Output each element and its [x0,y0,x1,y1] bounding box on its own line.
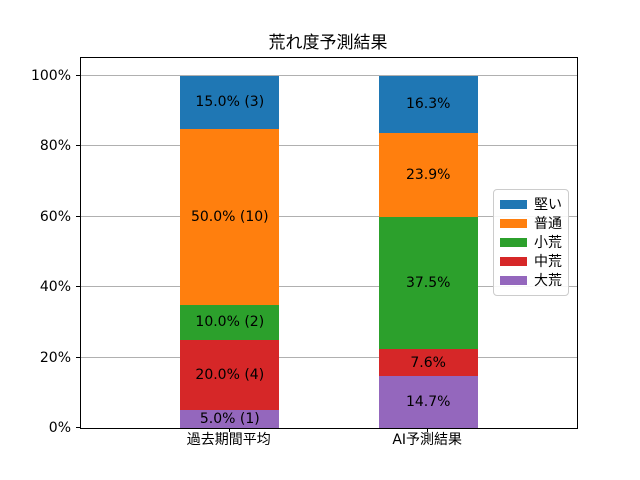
legend-label: 中荒 [534,253,562,270]
bar-segment: 5.0% (1) [180,410,280,428]
legend-item: 堅い [500,195,562,214]
bar-segment: 15.0% (3) [180,75,280,129]
legend-swatch-icon [500,238,527,247]
legend-label: 大荒 [534,272,562,289]
bar-segment-label: 20.0% (4) [195,367,265,384]
legend-label: 小荒 [534,234,562,251]
x-tick-label: AI予測結果 [392,432,463,448]
legend-item: 中荒 [500,252,562,271]
bar-segment: 20.0% (4) [180,339,280,411]
stacked-bar: 5.0% (1) 20.0% (4) 10.0% (2) 50.0% (10) 15.0… [180,75,280,428]
legend-item: 普通 [500,214,562,233]
legend-label: 堅い [534,196,562,213]
bar-segment: 16.3% [378,75,478,134]
gridline [81,215,577,217]
bar-segment-label: 7.6% [410,354,446,371]
bar-segment-label: 37.5% [405,275,451,292]
legend-swatch-icon [500,257,527,266]
bar-segment: 10.0% (2) [180,304,280,340]
bar-segment-label: 16.3% [405,96,451,113]
bar-segment-label: 23.9% [405,167,451,184]
gridline [81,145,577,147]
legend-swatch-icon [500,200,527,209]
y-tick-mark [76,74,80,76]
bar-segment: 7.6% [378,349,478,377]
y-tick-mark [76,145,80,147]
bar-segment-label: 50.0% (10) [190,208,269,225]
y-tick-mark [76,215,80,217]
legend-item: 大荒 [500,271,562,290]
stacked-bar: 14.7% 7.6% 37.5% 23.9% 16.3% [378,75,478,428]
x-tick-mark [228,428,230,432]
plot-area: 5.0% (1) 20.0% (4) 10.0% (2) 50.0% (10) 15.0… [80,57,578,429]
y-tick-label: 60% [39,208,71,225]
legend-swatch-icon [500,276,527,285]
y-tick-label: 100% [30,67,71,84]
y-tick-label: 20% [39,349,71,366]
bar-segment: 23.9% [378,133,478,218]
x-tick-label: 過去期間平均 [186,432,271,448]
bar-segment-label: 14.7% [405,394,451,411]
y-tick-mark [76,427,80,428]
legend-item: 小荒 [500,233,562,252]
bar-segment-label: 5.0% (1) [199,411,260,428]
y-tick-label: 80% [39,138,71,155]
y-tick-mark [76,356,80,358]
legend-swatch-icon [500,219,527,228]
bar-segment-label: 15.0% (3) [195,94,265,111]
gridline [81,356,577,358]
bar-segment-label: 10.0% (2) [195,314,265,331]
chart-title: 荒れ度予測結果 [268,33,388,53]
y-tick-label: 0% [48,420,71,436]
legend: 堅い普通小荒中荒大荒 [493,189,569,296]
gridline [81,74,577,76]
gridline [81,286,577,288]
y-tick-mark [76,286,80,288]
y-tick-label: 40% [39,279,71,296]
bar-segment: 14.7% [378,376,478,428]
bar-segment: 37.5% [378,217,478,350]
legend-label: 普通 [534,215,562,232]
bar-segment: 50.0% (10) [180,128,280,305]
x-tick-mark [427,428,429,432]
